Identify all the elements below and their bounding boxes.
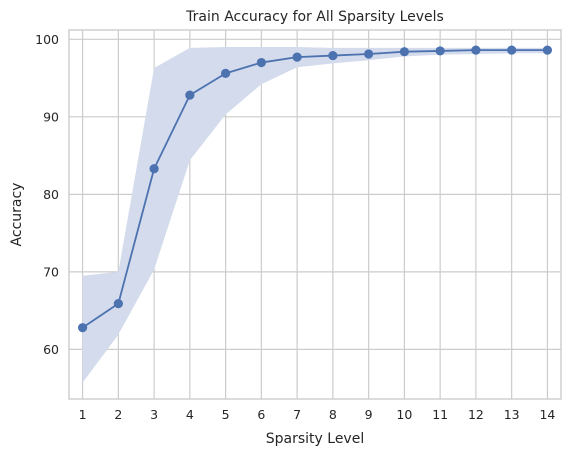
y-tick-label: 70	[43, 264, 59, 279]
x-tick-label: 13	[504, 407, 520, 422]
y-tick-label: 80	[43, 187, 59, 202]
data-point	[471, 45, 481, 55]
data-point	[292, 52, 302, 62]
x-tick-label: 1	[79, 407, 87, 422]
data-point	[221, 68, 231, 79]
data-point	[435, 46, 445, 56]
data-point	[399, 47, 409, 57]
x-tick-label: 4	[186, 407, 194, 422]
x-tick-label: 11	[432, 407, 448, 422]
x-tick-label: 8	[329, 407, 337, 422]
accuracy-line	[82, 49, 548, 329]
x-tick-label: 3	[150, 407, 158, 422]
y-tick-labels: 60 70 80 90 100	[35, 32, 59, 357]
data-point	[149, 164, 159, 174]
x-tick-label: 6	[257, 407, 265, 422]
confidence-band	[82, 47, 548, 383]
data-point	[542, 45, 553, 55]
y-axis-label: Accuracy	[9, 183, 25, 247]
data-point	[507, 45, 517, 55]
data-point	[77, 323, 88, 333]
data-point	[328, 50, 338, 61]
y-tick-label: 60	[43, 342, 59, 357]
x-tick-label: 14	[539, 407, 555, 422]
x-tick-label: 10	[396, 407, 412, 422]
data-point	[364, 49, 374, 59]
x-axis-label: Sparsity Level	[266, 431, 364, 447]
x-tick-label: 12	[468, 407, 484, 422]
series-markers	[77, 45, 553, 333]
y-tick-label: 100	[35, 32, 59, 47]
x-tick-label: 5	[222, 407, 230, 422]
confidence-band-area	[82, 47, 548, 383]
data-point	[256, 57, 266, 68]
x-tick-label: 7	[293, 407, 301, 422]
data-point	[113, 299, 123, 309]
data-point	[185, 90, 195, 100]
x-tick-labels: 1 2 3 4 5 6 7 8 9 10 11 12 13 14	[79, 407, 556, 422]
chart-title: Train Accuracy for All Sparsity Levels	[185, 9, 444, 25]
y-tick-label: 90	[43, 109, 59, 124]
plot-frame	[68, 29, 562, 400]
series-line	[82, 49, 548, 329]
x-tick-label: 9	[365, 407, 373, 422]
x-tick-label: 2	[114, 407, 122, 422]
